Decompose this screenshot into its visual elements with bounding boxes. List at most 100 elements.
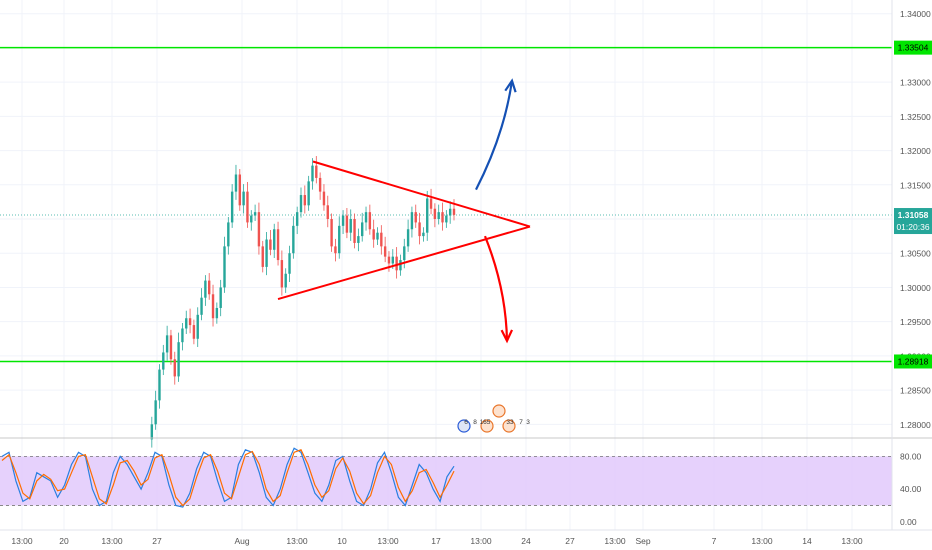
candle-body xyxy=(227,222,230,247)
candle-body xyxy=(303,195,307,206)
stoch-d-line xyxy=(1,449,455,507)
stoch-k-line xyxy=(1,447,455,508)
time-tick-label: 13:00 xyxy=(841,536,863,546)
candle-body xyxy=(173,359,176,377)
price-tick-label: 1.28000 xyxy=(900,420,931,430)
event-count-label: 3 xyxy=(526,419,530,426)
candle-body xyxy=(361,222,364,237)
candle-body xyxy=(338,225,341,254)
candle-body xyxy=(269,239,272,250)
candle-body xyxy=(357,236,360,243)
breakdown-down-arrow-head xyxy=(500,329,514,344)
time-tick-label: 13:00 xyxy=(101,536,123,546)
price-tick-label: 1.33000 xyxy=(900,78,931,88)
candle-body xyxy=(383,246,387,257)
last-price-label: 1.31058 xyxy=(898,210,929,220)
candle-body xyxy=(322,191,326,206)
stochastic-rsi-pane xyxy=(0,447,892,508)
event-flag-icon xyxy=(492,404,506,418)
time-tick-label: 13:00 xyxy=(470,536,492,546)
time-tick-label: 10 xyxy=(337,536,347,546)
candle-body xyxy=(429,198,433,209)
time-tick-label: 27 xyxy=(152,536,162,546)
candle-body xyxy=(445,215,448,223)
candle-body xyxy=(234,174,238,192)
candle-body xyxy=(410,212,414,230)
candle-body xyxy=(188,318,192,326)
candle-body xyxy=(441,212,444,223)
candle-body xyxy=(276,229,280,261)
candle-body xyxy=(376,232,379,240)
candle-body xyxy=(238,174,241,206)
candle-body xyxy=(257,212,261,247)
candle-body xyxy=(372,229,375,240)
event-flag-icon xyxy=(457,419,471,433)
candle-body xyxy=(200,297,203,315)
candle-body xyxy=(437,212,440,219)
candle-body xyxy=(154,400,157,425)
time-tick-label: 20 xyxy=(59,536,69,546)
triangle-lower-trendline xyxy=(277,225,531,301)
candle-body xyxy=(204,280,207,298)
candle-body xyxy=(219,287,222,308)
oscillator-tick-label: 40.00 xyxy=(900,484,922,494)
time-tick-label: 13:00 xyxy=(377,536,399,546)
candle-body xyxy=(353,219,356,243)
time-tick-label: 17 xyxy=(431,536,441,546)
candle-body xyxy=(215,307,219,319)
candle-body xyxy=(181,328,184,343)
time-tick-label: 24 xyxy=(521,536,531,546)
event-count-label: 33 xyxy=(506,419,514,426)
time-tick-label: Sep xyxy=(635,536,650,546)
candle-body xyxy=(414,212,417,223)
price-tick-label: 1.31500 xyxy=(900,180,931,190)
candle-body xyxy=(406,229,410,247)
candle-body xyxy=(387,256,391,264)
time-tick-label: Aug xyxy=(234,536,249,546)
level-price-tag xyxy=(894,354,932,369)
level-price-tag xyxy=(894,40,932,55)
candle-body xyxy=(295,212,299,226)
price-labels: 1.33504 1.28918 1.31058 01:20:36 xyxy=(894,40,932,369)
price-tick-label: 1.29500 xyxy=(900,317,931,327)
breakout-up-arrow xyxy=(475,80,514,191)
price-tick-label: 1.32000 xyxy=(900,146,931,156)
candle-body xyxy=(380,232,383,247)
event-count-label: 7 xyxy=(519,419,523,426)
candle-body xyxy=(349,219,352,233)
candle-body xyxy=(399,260,402,271)
candle-body xyxy=(315,165,318,178)
countdown-label: 01:20:36 xyxy=(896,222,929,232)
candle-body xyxy=(230,191,234,223)
candle-body xyxy=(242,191,245,206)
event-flag-icon xyxy=(502,419,516,433)
breakdown-down-arrow xyxy=(483,235,509,341)
level-price-label: 1.33504 xyxy=(898,43,929,53)
candle-body xyxy=(150,424,154,440)
candle-body xyxy=(223,246,226,288)
candle-body xyxy=(403,246,406,261)
event-count-label: 6 xyxy=(464,419,468,426)
candle-body xyxy=(330,219,333,247)
horizontal-levels[interactable] xyxy=(0,46,892,363)
pattern-drawings[interactable] xyxy=(277,78,531,344)
candle-body xyxy=(326,205,329,219)
candle-body xyxy=(158,369,161,401)
candle-body xyxy=(433,208,437,219)
event-flag-icon xyxy=(480,419,494,433)
candle-body xyxy=(192,325,196,339)
candle-body xyxy=(208,280,211,295)
level-price-label: 1.28918 xyxy=(898,356,929,366)
time-tick-label: 13:00 xyxy=(604,536,626,546)
economic-event-markers[interactable]: 6 8 165 33 7 3 xyxy=(457,404,530,433)
time-tick-label: 14 xyxy=(802,536,812,546)
event-count-label: 8 xyxy=(473,419,477,426)
candle-body xyxy=(280,260,284,288)
candle-body xyxy=(253,212,257,216)
candle-body xyxy=(364,212,368,223)
candle-body xyxy=(299,195,303,213)
price-tick-label: 1.34000 xyxy=(900,9,931,19)
time-tick-label: 13:00 xyxy=(286,536,308,546)
candle-body xyxy=(246,191,249,223)
